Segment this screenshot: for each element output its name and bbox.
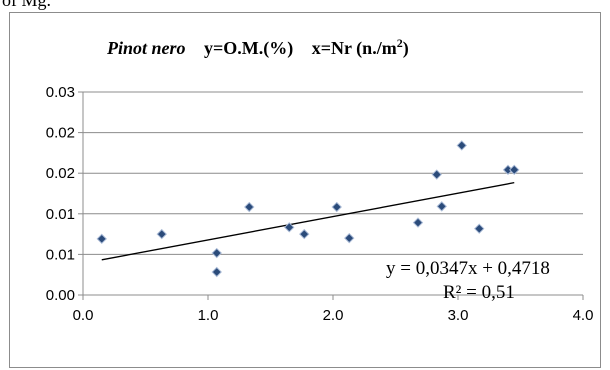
- data-point-marker: [211, 247, 222, 259]
- y-tick-label: 0.02: [46, 125, 75, 142]
- data-point-marker: [331, 201, 342, 213]
- data-point-marker: [156, 228, 167, 240]
- y-axis-tick-labels: 0.00 0.01 0.01 0.02 0.02 0.03: [46, 84, 75, 304]
- x-tick-label: 0.0: [73, 307, 94, 324]
- data-point-marker: [344, 232, 355, 244]
- y-tick-label: 0.00: [46, 287, 75, 304]
- chart-title: Pinot nero y=O.M.(%) x=Nr (n./m2): [106, 36, 409, 59]
- x-tick-label: 3.0: [448, 307, 469, 324]
- data-point-marker: [284, 222, 295, 233]
- y-tick-label: 0.02: [46, 165, 75, 182]
- data-point-marker: [211, 266, 222, 278]
- x-tick-label: 1.0: [198, 307, 219, 324]
- data-point-marker: [456, 140, 467, 151]
- data-point-marker: [244, 201, 255, 213]
- y-tick-label: 0.01: [46, 246, 75, 263]
- chart-area: 0.00 0.01 0.01 0.02 0.02 0.03 0.0 1.0 2.0 3.0 4.0…: [9, 12, 601, 368]
- title-x-superscript: 2: [397, 36, 403, 50]
- title-variety: Pinot nero: [106, 38, 186, 58]
- data-point-marker: [412, 217, 424, 228]
- x-tick-label: 2.0: [323, 307, 344, 324]
- trendline: [101, 182, 515, 261]
- y-tick-label: 0.01: [46, 206, 75, 223]
- axes: [82, 92, 584, 300]
- x-tick-label: 4.0: [573, 307, 594, 324]
- data-point-marker: [431, 169, 442, 180]
- gridlines: [78, 91, 583, 296]
- r-squared-label: R² = 0,51: [443, 282, 515, 303]
- title-x-end: ): [403, 38, 409, 59]
- x-axis-tick-labels: 0.0 1.0 2.0 3.0 4.0: [73, 307, 594, 324]
- data-point-marker: [96, 233, 107, 245]
- data-point-marker: [509, 164, 520, 176]
- page-text-fragment: of Mg.: [2, 0, 51, 10]
- data-point-marker: [299, 228, 310, 240]
- scatter-chart: 0.00 0.01 0.01 0.02 0.02 0.03 0.0 1.0 2.0 3.0 4.0…: [46, 36, 594, 324]
- data-point-marker: [436, 201, 447, 212]
- trendline-equation: y = 0,0347x + 0,4718: [386, 258, 550, 279]
- data-point-marker: [474, 223, 485, 234]
- title-y-variable: y=O.M.(%): [204, 38, 293, 59]
- data-points: [96, 140, 520, 278]
- y-tick-label: 0.03: [46, 84, 75, 101]
- title-x-variable: x=Nr (n./m: [312, 38, 397, 59]
